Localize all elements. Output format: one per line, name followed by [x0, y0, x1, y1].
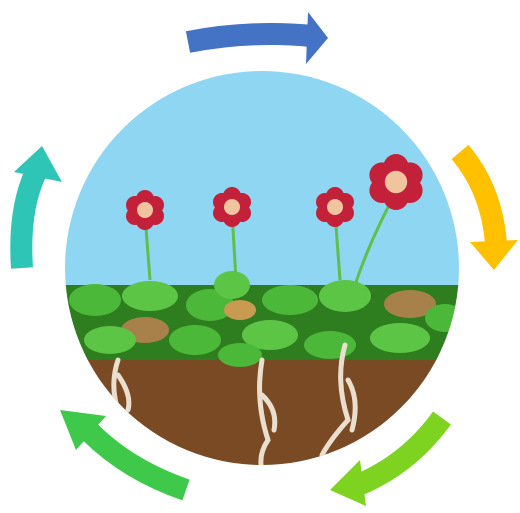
dry-leaf [224, 300, 256, 320]
arrow-teal [14, 146, 62, 268]
page: {} html, body { margin: 0; padding: 0; b… [0, 0, 520, 513]
leaf [319, 280, 371, 312]
leaf [218, 343, 262, 367]
arrow-head [330, 460, 366, 506]
garden-scene [60, 66, 465, 475]
leaf [84, 326, 136, 354]
leaf [169, 325, 221, 355]
leaf [69, 284, 121, 316]
leaf [370, 323, 430, 353]
arrow-blue [188, 12, 328, 64]
arrow-head [306, 12, 328, 64]
page-body [0, 0, 520, 513]
arrow-orange [460, 152, 518, 270]
leaf [425, 304, 465, 332]
leaf [262, 285, 318, 315]
arrow-body [188, 34, 312, 42]
leaf [214, 271, 250, 299]
foliage [60, 271, 465, 367]
arrow-head [14, 146, 62, 182]
cycle-diagram [0, 0, 520, 513]
arrow-body [21, 172, 36, 268]
leaf [304, 331, 356, 359]
arrow-head [470, 240, 518, 270]
arrow-body [460, 152, 496, 244]
leaf [122, 281, 178, 311]
